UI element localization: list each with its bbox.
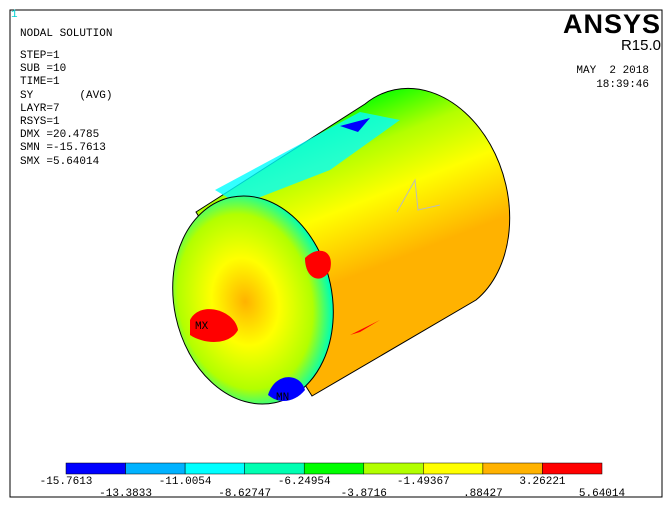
legend-label: -3.8716	[340, 488, 387, 500]
info-line: SUB =10	[20, 63, 67, 76]
info-line: DMX =20.4785	[20, 129, 100, 142]
time: 18:39:46	[596, 79, 649, 91]
frame	[9, 9, 663, 498]
info-line: SY (AVG)	[20, 89, 113, 102]
legend-label: 5.64014	[578, 488, 626, 500]
legend-label: -15.7613	[39, 476, 93, 488]
stress-spot	[350, 320, 380, 335]
max-region	[305, 250, 331, 279]
legend-label: -13.3833	[99, 488, 152, 500]
info-line: SMX =5.64014	[20, 155, 100, 168]
max-label: MX	[195, 321, 209, 333]
cylinder-model	[172, 87, 511, 405]
legend-label: 3.26221	[519, 476, 566, 488]
legend-label: .88427	[463, 488, 503, 500]
color-legend	[65, 462, 603, 475]
legend-label: -6.24954	[277, 476, 331, 488]
brand: ANSYS	[562, 9, 661, 39]
legend-label: -1.49367	[396, 476, 450, 488]
legend-swatch	[423, 462, 484, 475]
stress-band	[215, 112, 400, 205]
legend-swatch	[244, 462, 305, 475]
cylinder-face	[172, 195, 334, 405]
date: MAY 2 2018	[576, 65, 649, 77]
plot-title: NODAL SOLUTION	[20, 28, 113, 40]
release: R15.0	[620, 37, 661, 54]
legend-swatch	[184, 462, 245, 475]
legend-swatch	[482, 462, 543, 475]
max-region	[190, 309, 238, 342]
legend-label: -11.0054	[158, 476, 212, 488]
info-line: RSYS=1	[20, 116, 60, 128]
legend-swatch	[125, 462, 186, 475]
triad	[396, 178, 441, 213]
info-line: STEP=1	[20, 50, 60, 62]
legend-swatch	[303, 462, 365, 475]
legend-label: -8.62747	[218, 488, 272, 500]
info-line: SMN =-15.7613	[20, 142, 106, 155]
stress-spot	[340, 118, 370, 132]
info-line: TIME=1	[20, 76, 60, 89]
min-region	[268, 377, 305, 402]
legend-swatch	[542, 462, 603, 475]
min-label: MN	[276, 392, 290, 404]
info-line: LAYR=7	[20, 102, 60, 115]
legend-swatch	[363, 462, 424, 475]
legend-swatch	[65, 462, 126, 475]
window-number: 1	[11, 9, 18, 21]
